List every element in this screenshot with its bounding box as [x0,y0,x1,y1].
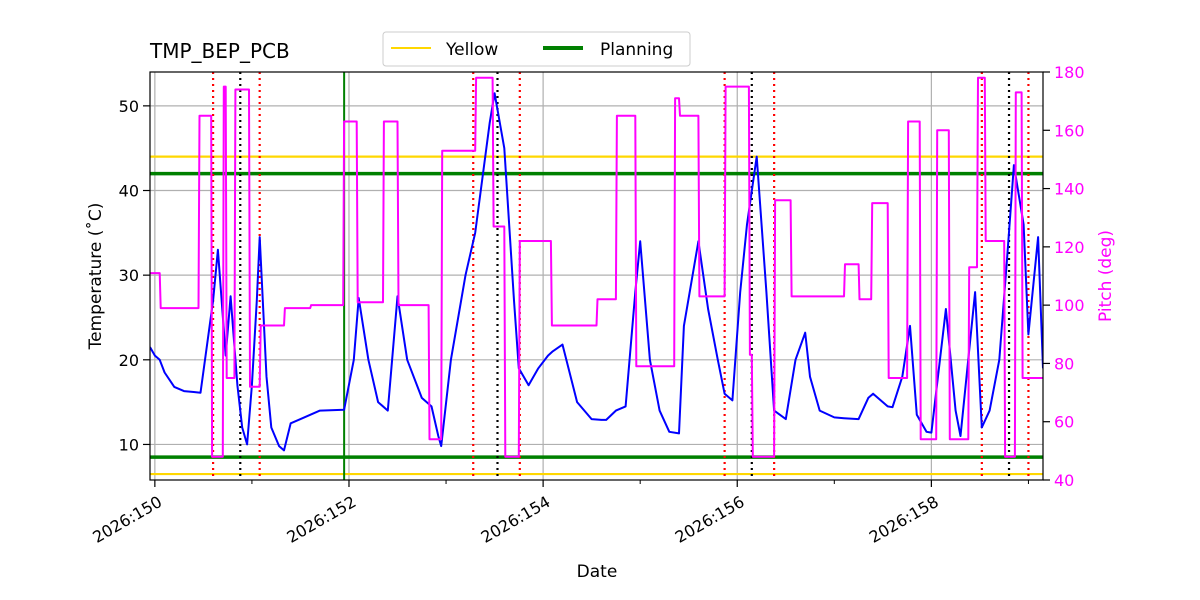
y2-tick-label: 60 [1054,413,1074,432]
plot-area [150,76,1043,458]
grid [150,72,1043,480]
plot-frame [149,71,1044,481]
y-tick-label: 30 [119,266,139,285]
y2-axis-label: Pitch (deg) [1096,230,1116,322]
legend: Yellow Planning [382,31,691,67]
legend-box [382,31,691,67]
y2-tick-label: 80 [1054,354,1074,373]
y2-tick-label: 180 [1054,63,1085,82]
limit-lines [150,155,1043,476]
y-axis-left: 10 20 30 40 50 [119,97,150,454]
y-axis-right: 40 60 80 100 120 140 160 180 [1043,63,1085,490]
y2-tick-label: 120 [1054,238,1085,257]
y2-tick-label: 40 [1054,471,1074,490]
y-tick-label: 40 [119,182,139,201]
temperature-series-line [150,92,1043,452]
x-axis: 2026:150 2026:152 2026:154 2026:156 2026:158 [89,480,1029,547]
y2-tick-label: 100 [1054,296,1085,315]
x-tick-label: 2026:156 [672,492,748,547]
x-axis-label: Date [577,562,618,582]
legend-label-planning: Planning [600,40,673,60]
y2-tick-label: 160 [1054,121,1085,140]
x-tick-label: 2026:158 [866,492,942,547]
x-tick-label: 2026:154 [478,492,554,547]
chart-title: TMP_BEP_PCB [149,39,290,63]
y2-tick-label: 140 [1054,180,1085,199]
y-tick-label: 20 [119,351,139,370]
x-tick-label: 2026:150 [89,492,165,547]
x-tick-label: 2026:152 [283,492,359,547]
y-axis-label: Temperature (˚C) [85,203,106,351]
y-tick-label: 50 [119,97,139,116]
event-lines [211,72,1030,480]
legend-label-yellow: Yellow [445,40,498,60]
pitch-series-line [150,76,1043,458]
y-tick-label: 10 [119,435,139,454]
